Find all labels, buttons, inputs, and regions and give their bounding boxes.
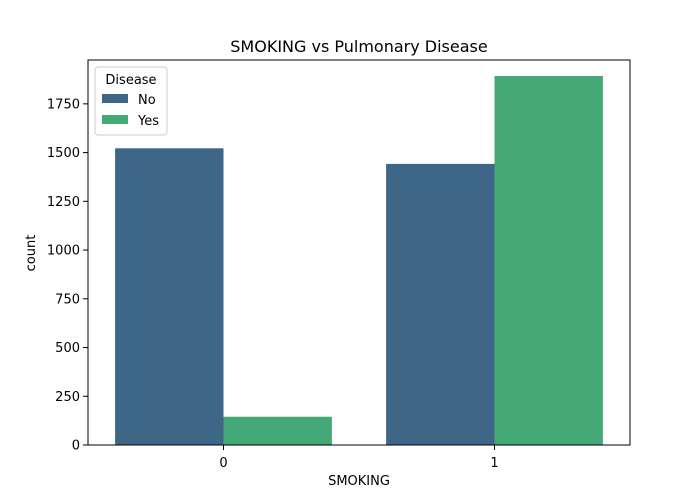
legend: Disease No Yes bbox=[94, 66, 168, 136]
y-tick-label: 1250 bbox=[47, 195, 80, 210]
legend-swatch-yes bbox=[102, 115, 128, 124]
y-tick-label: 250 bbox=[55, 390, 80, 405]
bar-yes-0 bbox=[223, 416, 332, 445]
y-tick-label: 1500 bbox=[47, 146, 80, 161]
y-tick-label: 1000 bbox=[47, 244, 80, 259]
plot-frame bbox=[87, 59, 631, 446]
legend-label-yes: Yes bbox=[137, 114, 159, 129]
x-tick-label: 1 bbox=[490, 456, 498, 471]
x-axis-title: SMOKING bbox=[328, 474, 390, 489]
y-tick-label: 1750 bbox=[47, 97, 80, 112]
y-tick-label: 500 bbox=[55, 341, 80, 356]
y-tick-label: 750 bbox=[55, 292, 80, 307]
legend-swatch-no bbox=[102, 94, 128, 103]
bars-group bbox=[115, 75, 603, 446]
y-axis-title: count bbox=[24, 235, 39, 272]
chart-title: SMOKING vs Pulmonary Disease bbox=[230, 37, 487, 56]
bar-no-1 bbox=[386, 163, 495, 446]
legend-title: Disease bbox=[105, 73, 156, 88]
bar-yes-1 bbox=[494, 75, 603, 446]
legend-label-no: No bbox=[138, 93, 156, 108]
x-tick-label: 0 bbox=[219, 456, 227, 471]
y-tick-label: 0 bbox=[72, 439, 80, 454]
y-axis: 0 250 500 750 1000 1250 1500 1750 bbox=[47, 97, 88, 454]
bar-no-0 bbox=[115, 148, 224, 445]
